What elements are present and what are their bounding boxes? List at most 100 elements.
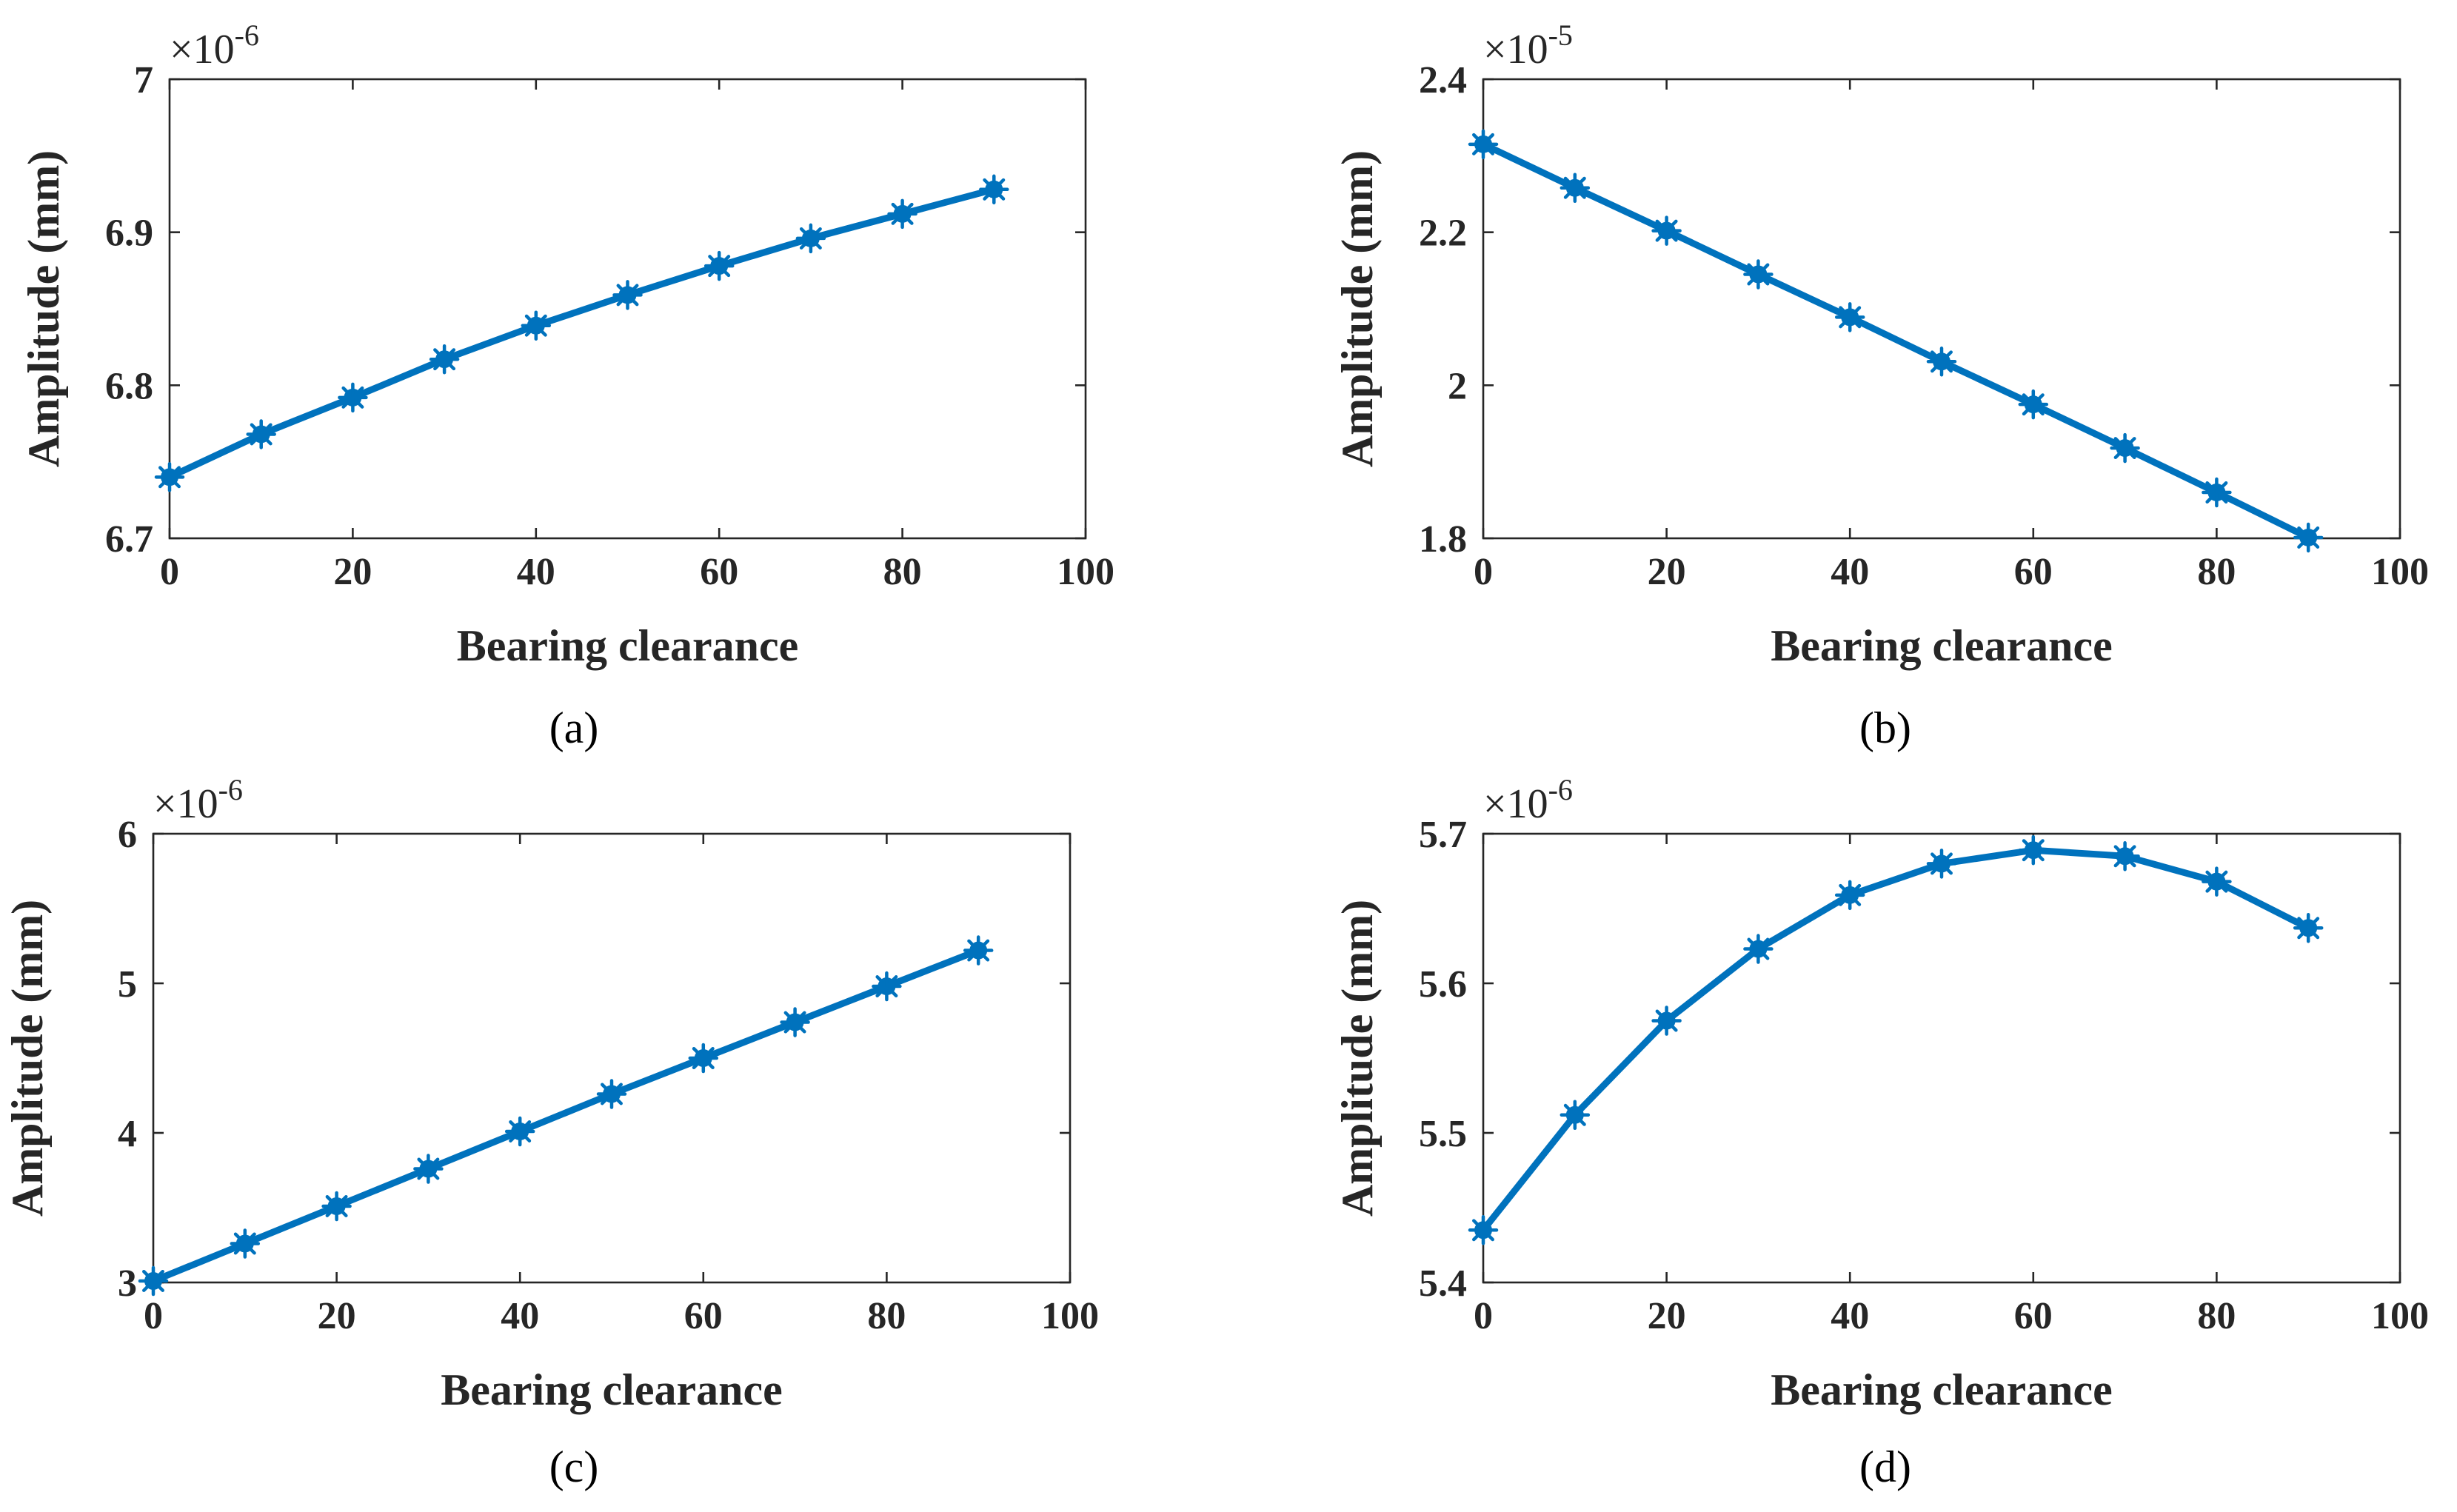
series-line xyxy=(1480,141,2312,541)
y-exponent-label: ×10-6 xyxy=(170,19,259,73)
y-axis-label: Amplitude (mm) xyxy=(1333,150,1382,467)
x-tick-label: 20 xyxy=(1648,551,1686,593)
data-point xyxy=(246,419,276,449)
x-tick-label: 80 xyxy=(2197,1295,2236,1337)
data-point xyxy=(688,1043,719,1074)
y-tick-label: 6.8 xyxy=(105,365,153,407)
x-tick-label: 0 xyxy=(160,551,179,593)
data-point-ray xyxy=(325,1195,348,1217)
exponent-base: ×10 xyxy=(1483,27,1548,73)
y-tick-label: 2.4 xyxy=(1419,59,1467,101)
exponent-base: ×10 xyxy=(1483,781,1548,827)
data-point-ray xyxy=(1655,219,1678,242)
series-line xyxy=(150,947,982,1285)
data-point xyxy=(1834,880,1865,911)
data-point xyxy=(521,310,552,341)
x-axis-label: Bearing clearance xyxy=(1771,621,2113,670)
x-tick-label: 20 xyxy=(318,1295,356,1337)
exponent-power: -6 xyxy=(218,773,243,806)
data-point-ray xyxy=(2297,917,2320,940)
x-tick-label: 60 xyxy=(700,551,738,593)
y-tick-label: 2 xyxy=(1448,365,1467,407)
data-point-ray xyxy=(233,1232,256,1255)
chart-panel-b: 0 20 40 60 80 100 1.8 2 2.2 2.4 ×10-5 Bearing clear… xyxy=(1333,19,2429,752)
data-point xyxy=(2293,522,2324,553)
data-point xyxy=(963,935,994,966)
panel-caption: (b) xyxy=(1859,703,1911,752)
plot-area xyxy=(1483,79,2400,538)
exponent-power: -6 xyxy=(235,19,259,52)
data-point xyxy=(2202,866,2232,897)
exponent-base: ×10 xyxy=(170,27,235,73)
y-exponent-label: ×10-6 xyxy=(1483,773,1573,827)
chart-panel-c: 0 20 40 60 80 100 3 4 5 6 ×10-6 Bearing clearance Am… xyxy=(3,773,1099,1491)
data-point-ray xyxy=(2113,437,2136,460)
data-point-ray xyxy=(1472,133,1494,155)
data-point xyxy=(1560,1100,1591,1131)
y-axis-label: Amplitude (mm) xyxy=(3,900,52,1217)
data-point-ray xyxy=(891,202,914,225)
data-point xyxy=(154,462,185,492)
data-point-ray xyxy=(1563,1103,1586,1126)
data-point xyxy=(2202,477,2232,508)
data-point-ray xyxy=(1747,263,1770,286)
x-axis-label: Bearing clearance xyxy=(1771,1365,2113,1414)
data-point xyxy=(1560,173,1591,203)
exponent-power: -5 xyxy=(1548,19,1573,52)
y-tick-label: 2.2 xyxy=(1419,213,1467,255)
y-tick-label: 5.5 xyxy=(1419,1113,1467,1155)
data-point xyxy=(2110,841,2140,872)
y-tick-label: 6.9 xyxy=(105,213,153,255)
y-tick-label: 6.7 xyxy=(105,518,153,561)
data-point-ray xyxy=(983,178,1006,201)
x-tick-label: 100 xyxy=(1041,1295,1099,1337)
data-point xyxy=(321,1191,352,1222)
axes-frame xyxy=(152,832,1072,1284)
data-point xyxy=(2018,389,2049,420)
y-tick-label: 1.8 xyxy=(1419,518,1467,561)
data-point-ray xyxy=(341,386,364,409)
data-point-ray xyxy=(1472,1219,1494,1242)
data-point xyxy=(596,1079,627,1109)
chart-panel-d: 0 20 40 60 80 100 5.4 5.5 5.6 5.7 ×10-6 Bearing cle… xyxy=(1333,773,2429,1491)
data-point-ray xyxy=(2022,839,2045,862)
data-point-ray xyxy=(250,423,273,446)
data-point-ray xyxy=(1747,937,1770,960)
data-point xyxy=(1468,129,1499,160)
data-point-ray xyxy=(1839,883,1862,906)
y-tick-label: 6 xyxy=(118,814,137,856)
x-tick-label: 0 xyxy=(1474,1295,1493,1337)
x-axis-label: Bearing clearance xyxy=(457,621,799,670)
panel-caption: (d) xyxy=(1859,1442,1911,1491)
data-point xyxy=(1743,934,1774,964)
data-point xyxy=(1651,1006,1682,1036)
data-point-ray xyxy=(967,939,990,962)
x-tick-label: 80 xyxy=(2197,551,2236,593)
data-point-ray xyxy=(417,1157,440,1180)
x-tick-label: 60 xyxy=(2014,551,2053,593)
x-tick-label: 40 xyxy=(1831,551,1869,593)
y-tick-label: 5.7 xyxy=(1419,814,1467,856)
x-tick-label: 80 xyxy=(883,551,922,593)
x-tick-label: 40 xyxy=(501,1295,539,1337)
data-point xyxy=(504,1116,535,1147)
data-point-ray xyxy=(433,348,456,371)
data-point xyxy=(2293,913,2324,943)
series-line xyxy=(166,186,997,481)
x-tick-label: 20 xyxy=(1648,1295,1686,1337)
data-point-ray xyxy=(692,1047,715,1069)
plot-area xyxy=(1483,834,2400,1282)
axes-frame xyxy=(168,78,1087,540)
data-point-ray xyxy=(1655,1009,1678,1032)
y-tick-label: 5 xyxy=(118,963,137,1006)
y-axis-label: Amplitude (mm) xyxy=(1333,900,1382,1217)
x-axis-label: Bearing clearance xyxy=(441,1365,783,1414)
data-point-ray xyxy=(1930,350,1953,373)
data-point-ray xyxy=(142,1270,164,1292)
x-tick-label: 80 xyxy=(867,1295,906,1337)
data-point xyxy=(1651,215,1682,246)
data-point xyxy=(2018,834,2049,866)
y-axis-label: Amplitude (mm) xyxy=(19,150,68,467)
data-point xyxy=(138,1265,169,1297)
